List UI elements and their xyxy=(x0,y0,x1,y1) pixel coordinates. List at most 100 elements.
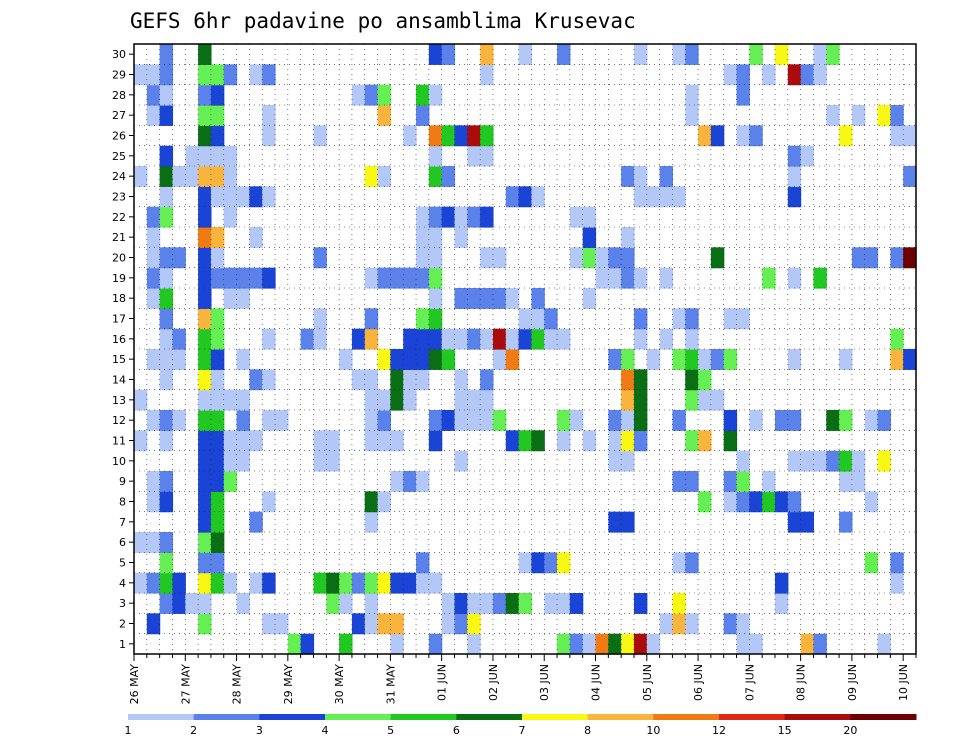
heatmap-cell xyxy=(480,369,494,391)
heatmap-cell xyxy=(428,288,443,309)
heatmap-cell xyxy=(364,491,379,513)
heatmap-cell xyxy=(903,125,917,147)
heatmap-cell xyxy=(416,267,430,289)
legend-label: 4 xyxy=(322,724,329,737)
heatmap-cell xyxy=(749,125,763,147)
heatmap-cell xyxy=(326,430,340,452)
heatmap-cell xyxy=(531,430,545,452)
heatmap-cell xyxy=(518,552,533,574)
heatmap-cell xyxy=(723,430,738,452)
heatmap-cell xyxy=(159,471,174,492)
heatmap-cell xyxy=(531,328,545,350)
heatmap-cell xyxy=(403,389,417,411)
heatmap-cell xyxy=(903,247,917,269)
heatmap-cell xyxy=(416,105,430,126)
heatmap-cell xyxy=(480,64,494,86)
heatmap-cell xyxy=(146,227,161,248)
heatmap-cell xyxy=(428,430,443,452)
heatmap-cell xyxy=(736,491,750,513)
heatmap-cell xyxy=(531,288,545,309)
heatmap-cell xyxy=(313,308,327,330)
heatmap-cell xyxy=(492,247,507,269)
heatmap-cell xyxy=(262,267,276,289)
heatmap-cell xyxy=(377,572,391,594)
heatmap-cell xyxy=(685,471,699,492)
heatmap-cell xyxy=(249,572,263,594)
heatmap-cell xyxy=(172,349,186,370)
heatmap-cell xyxy=(134,389,148,411)
heatmap-cell xyxy=(839,125,853,147)
heatmap-cell xyxy=(428,84,443,106)
heatmap-cell xyxy=(262,369,276,391)
legend-swatch xyxy=(587,714,654,720)
heatmap-cell xyxy=(710,247,725,269)
heatmap-cell xyxy=(467,145,481,167)
heatmap-cell xyxy=(403,471,417,492)
heatmap-cell xyxy=(544,552,558,574)
heatmap-cell xyxy=(210,471,225,492)
heatmap-cell xyxy=(416,572,430,594)
heatmap-cell xyxy=(672,593,686,614)
heatmap-cell xyxy=(621,430,635,452)
heatmap-cell xyxy=(275,613,289,635)
heatmap-cell xyxy=(134,430,148,452)
heatmap-cell xyxy=(159,267,174,289)
heatmap-cell xyxy=(633,186,648,208)
heatmap-cell xyxy=(698,369,712,391)
heatmap-cell xyxy=(210,572,225,594)
heatmap-cell xyxy=(505,288,520,309)
heatmap-cell xyxy=(890,349,904,370)
heatmap-cell xyxy=(582,206,597,228)
heatmap-cell xyxy=(403,267,417,289)
heatmap-cell xyxy=(198,267,212,289)
heatmap-cell xyxy=(262,186,276,208)
heatmap-cell xyxy=(262,328,276,350)
heatmap-cell xyxy=(621,267,635,289)
heatmap-cell xyxy=(172,410,186,431)
heatmap-cell xyxy=(441,593,456,614)
heatmap-cell xyxy=(890,328,904,350)
y-tick-label: 30 xyxy=(112,48,126,61)
heatmap-cell xyxy=(454,613,468,635)
heatmap-cell xyxy=(428,247,443,269)
legend-swatch xyxy=(259,714,326,720)
heatmap-cell xyxy=(685,44,699,65)
legend-swatch xyxy=(522,714,589,720)
heatmap-cell xyxy=(313,450,327,472)
heatmap-cell xyxy=(377,105,391,126)
heatmap-cell xyxy=(428,410,443,431)
y-tick-label: 8 xyxy=(119,496,126,509)
heatmap-cell xyxy=(198,186,212,208)
heatmap-cell xyxy=(159,166,174,187)
heatmap-cell xyxy=(210,186,225,208)
heatmap-cell xyxy=(864,552,879,574)
heatmap-cell xyxy=(787,511,802,533)
heatmap-cell xyxy=(403,349,417,370)
heatmap-cell xyxy=(159,206,174,228)
x-tick-label: 07 JUN xyxy=(743,664,756,701)
heatmap-cell xyxy=(390,471,404,492)
heatmap-cell xyxy=(492,410,507,431)
legend-swatch xyxy=(456,714,523,720)
heatmap-cell xyxy=(223,471,238,492)
heatmap-cell xyxy=(185,166,199,187)
heatmap-cell xyxy=(685,308,699,330)
heatmap-cell xyxy=(159,349,174,370)
heatmap-cell xyxy=(723,471,738,492)
heatmap-cell xyxy=(262,410,276,431)
heatmap-cell xyxy=(210,430,225,452)
heatmap-cell xyxy=(621,389,635,411)
heatmap-cell xyxy=(146,613,161,635)
heatmap-cell xyxy=(198,552,212,574)
y-tick-label: 17 xyxy=(112,313,126,326)
heatmap-cell xyxy=(467,389,481,411)
heatmap-cell xyxy=(736,613,750,635)
y-tick-label: 3 xyxy=(119,597,126,610)
heatmap-cell xyxy=(416,369,430,391)
heatmap-cell xyxy=(223,206,238,228)
heatmap-cell xyxy=(492,593,507,614)
heatmap-cell xyxy=(633,369,648,391)
heatmap-cell xyxy=(428,328,443,350)
heatmap-cell xyxy=(633,633,648,655)
heatmap-cell xyxy=(531,552,545,574)
